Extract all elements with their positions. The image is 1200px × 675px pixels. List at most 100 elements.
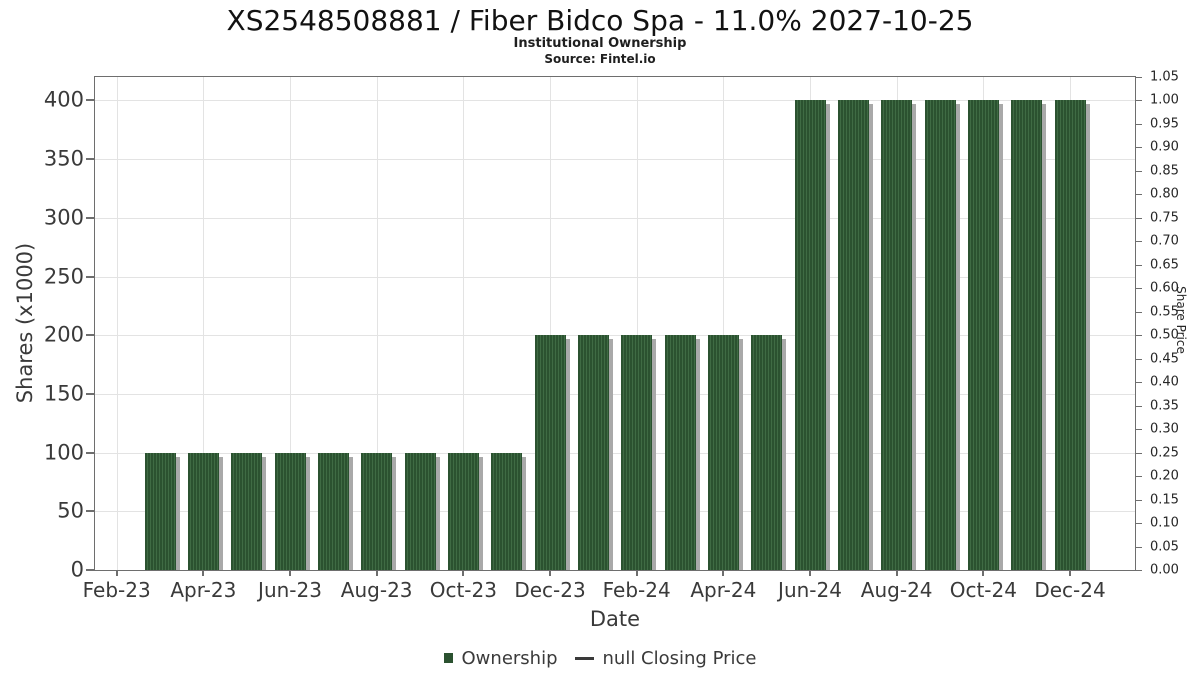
chart-title: XS2548508881 / Fiber Bidco Spa - 11.0% 2… — [226, 4, 974, 37]
x-axis-tick-mark — [289, 571, 291, 576]
x-axis-tick-label: Jun-23 — [258, 578, 322, 602]
gridline-horizontal — [95, 393, 1135, 395]
x-axis-tick-label: Apr-24 — [690, 578, 757, 602]
x-axis-tick-label: Apr-23 — [170, 578, 237, 602]
y-axis-right-tick-mark — [1136, 100, 1142, 102]
y-axis-left-tick-label: 200 — [43, 322, 84, 347]
gridline-vertical — [116, 77, 118, 570]
x-axis-tick-mark — [809, 571, 811, 576]
x-axis-tick-label: Feb-23 — [82, 578, 151, 602]
x-axis-tick-mark — [549, 571, 551, 576]
x-axis-tick-label: Aug-23 — [340, 578, 413, 602]
x-axis-tick-mark — [462, 571, 465, 576]
y-axis-right-tick-mark — [1136, 499, 1142, 501]
y-axis-right-tick-mark — [1136, 217, 1142, 219]
y-axis-right-tick-label: 0.30 — [1150, 421, 1179, 437]
x-axis-tick-mark — [722, 571, 725, 576]
bar — [491, 452, 523, 570]
y-axis-left-tick-mark — [86, 216, 94, 219]
y-axis-left-tick-mark — [86, 99, 94, 102]
x-axis-tick-mark — [635, 571, 638, 576]
x-axis-tick-label: Dec-23 — [514, 578, 586, 602]
y-axis-right-tick-mark — [1136, 570, 1142, 571]
y-axis-right-tick-label: 0.20 — [1150, 468, 1179, 484]
y-axis-left-tick-mark — [86, 569, 94, 571]
y-axis-right-tick-label: 0.85 — [1150, 163, 1179, 179]
gridline-vertical — [550, 77, 551, 570]
y-axis-right-tick-label: 0.35 — [1150, 398, 1179, 414]
bar — [751, 335, 783, 570]
x-axis-tick-mark — [202, 571, 205, 576]
y-axis-right-tick-mark — [1136, 264, 1142, 266]
bar — [794, 100, 826, 570]
x-axis-label: Date — [589, 607, 641, 631]
y-axis-right-tick-label: 0.55 — [1150, 304, 1179, 320]
y-axis-right-tick-label: 0.10 — [1150, 515, 1179, 531]
y-axis-right-tick-mark — [1136, 523, 1142, 525]
gridline-vertical — [463, 77, 465, 570]
legend-label-ownership: Ownership — [461, 647, 558, 669]
legend: Ownership null Closing Price — [0, 645, 1200, 671]
bar — [707, 335, 739, 570]
y-axis-left-tick-label: 0 — [70, 557, 84, 582]
y-axis-left-tick-mark — [86, 158, 94, 161]
legend-closing-price-line-icon — [574, 656, 594, 660]
y-axis-left-tick-mark — [86, 334, 94, 337]
x-axis-tick-mark — [982, 571, 985, 576]
bar — [664, 335, 696, 570]
gridline-horizontal — [95, 276, 1135, 278]
y-axis-right-tick-mark — [1136, 476, 1142, 478]
bar — [837, 100, 869, 570]
bar — [447, 452, 479, 570]
y-axis-left-tick-label: 400 — [43, 87, 84, 112]
y-axis-right-label: Share Price — [1174, 286, 1188, 354]
y-axis-right-tick-mark — [1136, 311, 1142, 313]
bar — [924, 100, 956, 570]
y-axis-left-tick-mark — [86, 392, 94, 395]
chart-source: Source: Fintel.io — [544, 52, 656, 66]
y-axis-right-tick-mark — [1136, 288, 1142, 290]
x-axis-tick-label: Feb-24 — [602, 578, 671, 602]
chart-subtitle: Institutional Ownership — [513, 36, 687, 51]
bar — [187, 452, 219, 570]
y-axis-right-tick-label: 0.40 — [1150, 374, 1179, 390]
bar — [1054, 100, 1086, 570]
y-axis-right-tick-mark — [1136, 241, 1142, 243]
gridline-horizontal — [95, 335, 1135, 337]
gridline-vertical — [723, 77, 725, 570]
x-axis-tick-mark — [115, 571, 118, 576]
bar — [534, 335, 566, 570]
y-axis-left-tick-label: 250 — [43, 264, 84, 289]
legend-ownership-swatch-icon — [443, 653, 453, 663]
y-axis-right-tick-label: 0.65 — [1150, 257, 1179, 273]
x-axis-tick-mark — [895, 571, 898, 576]
y-axis-right-tick-mark — [1136, 382, 1142, 384]
y-axis-left-tick-label: 350 — [43, 146, 84, 171]
gridline-horizontal — [95, 217, 1135, 219]
y-axis-right-tick-mark — [1136, 123, 1142, 125]
y-axis-right-tick-mark — [1136, 358, 1142, 360]
bar — [144, 452, 176, 570]
bar — [967, 100, 999, 570]
y-axis-right-tick-label: 0.45 — [1150, 351, 1179, 367]
x-axis-tick-label: Dec-24 — [1034, 578, 1106, 602]
y-axis-left-tick-label: 50 — [57, 498, 84, 523]
y-axis-right-tick-mark — [1136, 405, 1142, 407]
x-axis-tick-mark — [375, 571, 378, 576]
y-axis-left-tick-label: 300 — [43, 205, 84, 230]
bar — [317, 452, 349, 570]
bar — [621, 335, 653, 570]
bar — [577, 335, 609, 570]
bar — [231, 452, 263, 570]
gridline-vertical — [376, 77, 378, 570]
bar — [361, 452, 393, 570]
y-axis-right-tick-mark — [1136, 335, 1142, 337]
bar — [1011, 100, 1043, 570]
y-axis-right-tick-label: 0.60 — [1150, 280, 1179, 296]
gridline-horizontal — [95, 159, 1135, 161]
y-axis-right-tick-mark — [1136, 147, 1142, 149]
bar — [404, 452, 436, 570]
y-axis-right-tick-mark — [1136, 77, 1142, 78]
x-axis-tick-label: Jun-24 — [778, 578, 842, 602]
gridline-vertical — [290, 77, 291, 570]
